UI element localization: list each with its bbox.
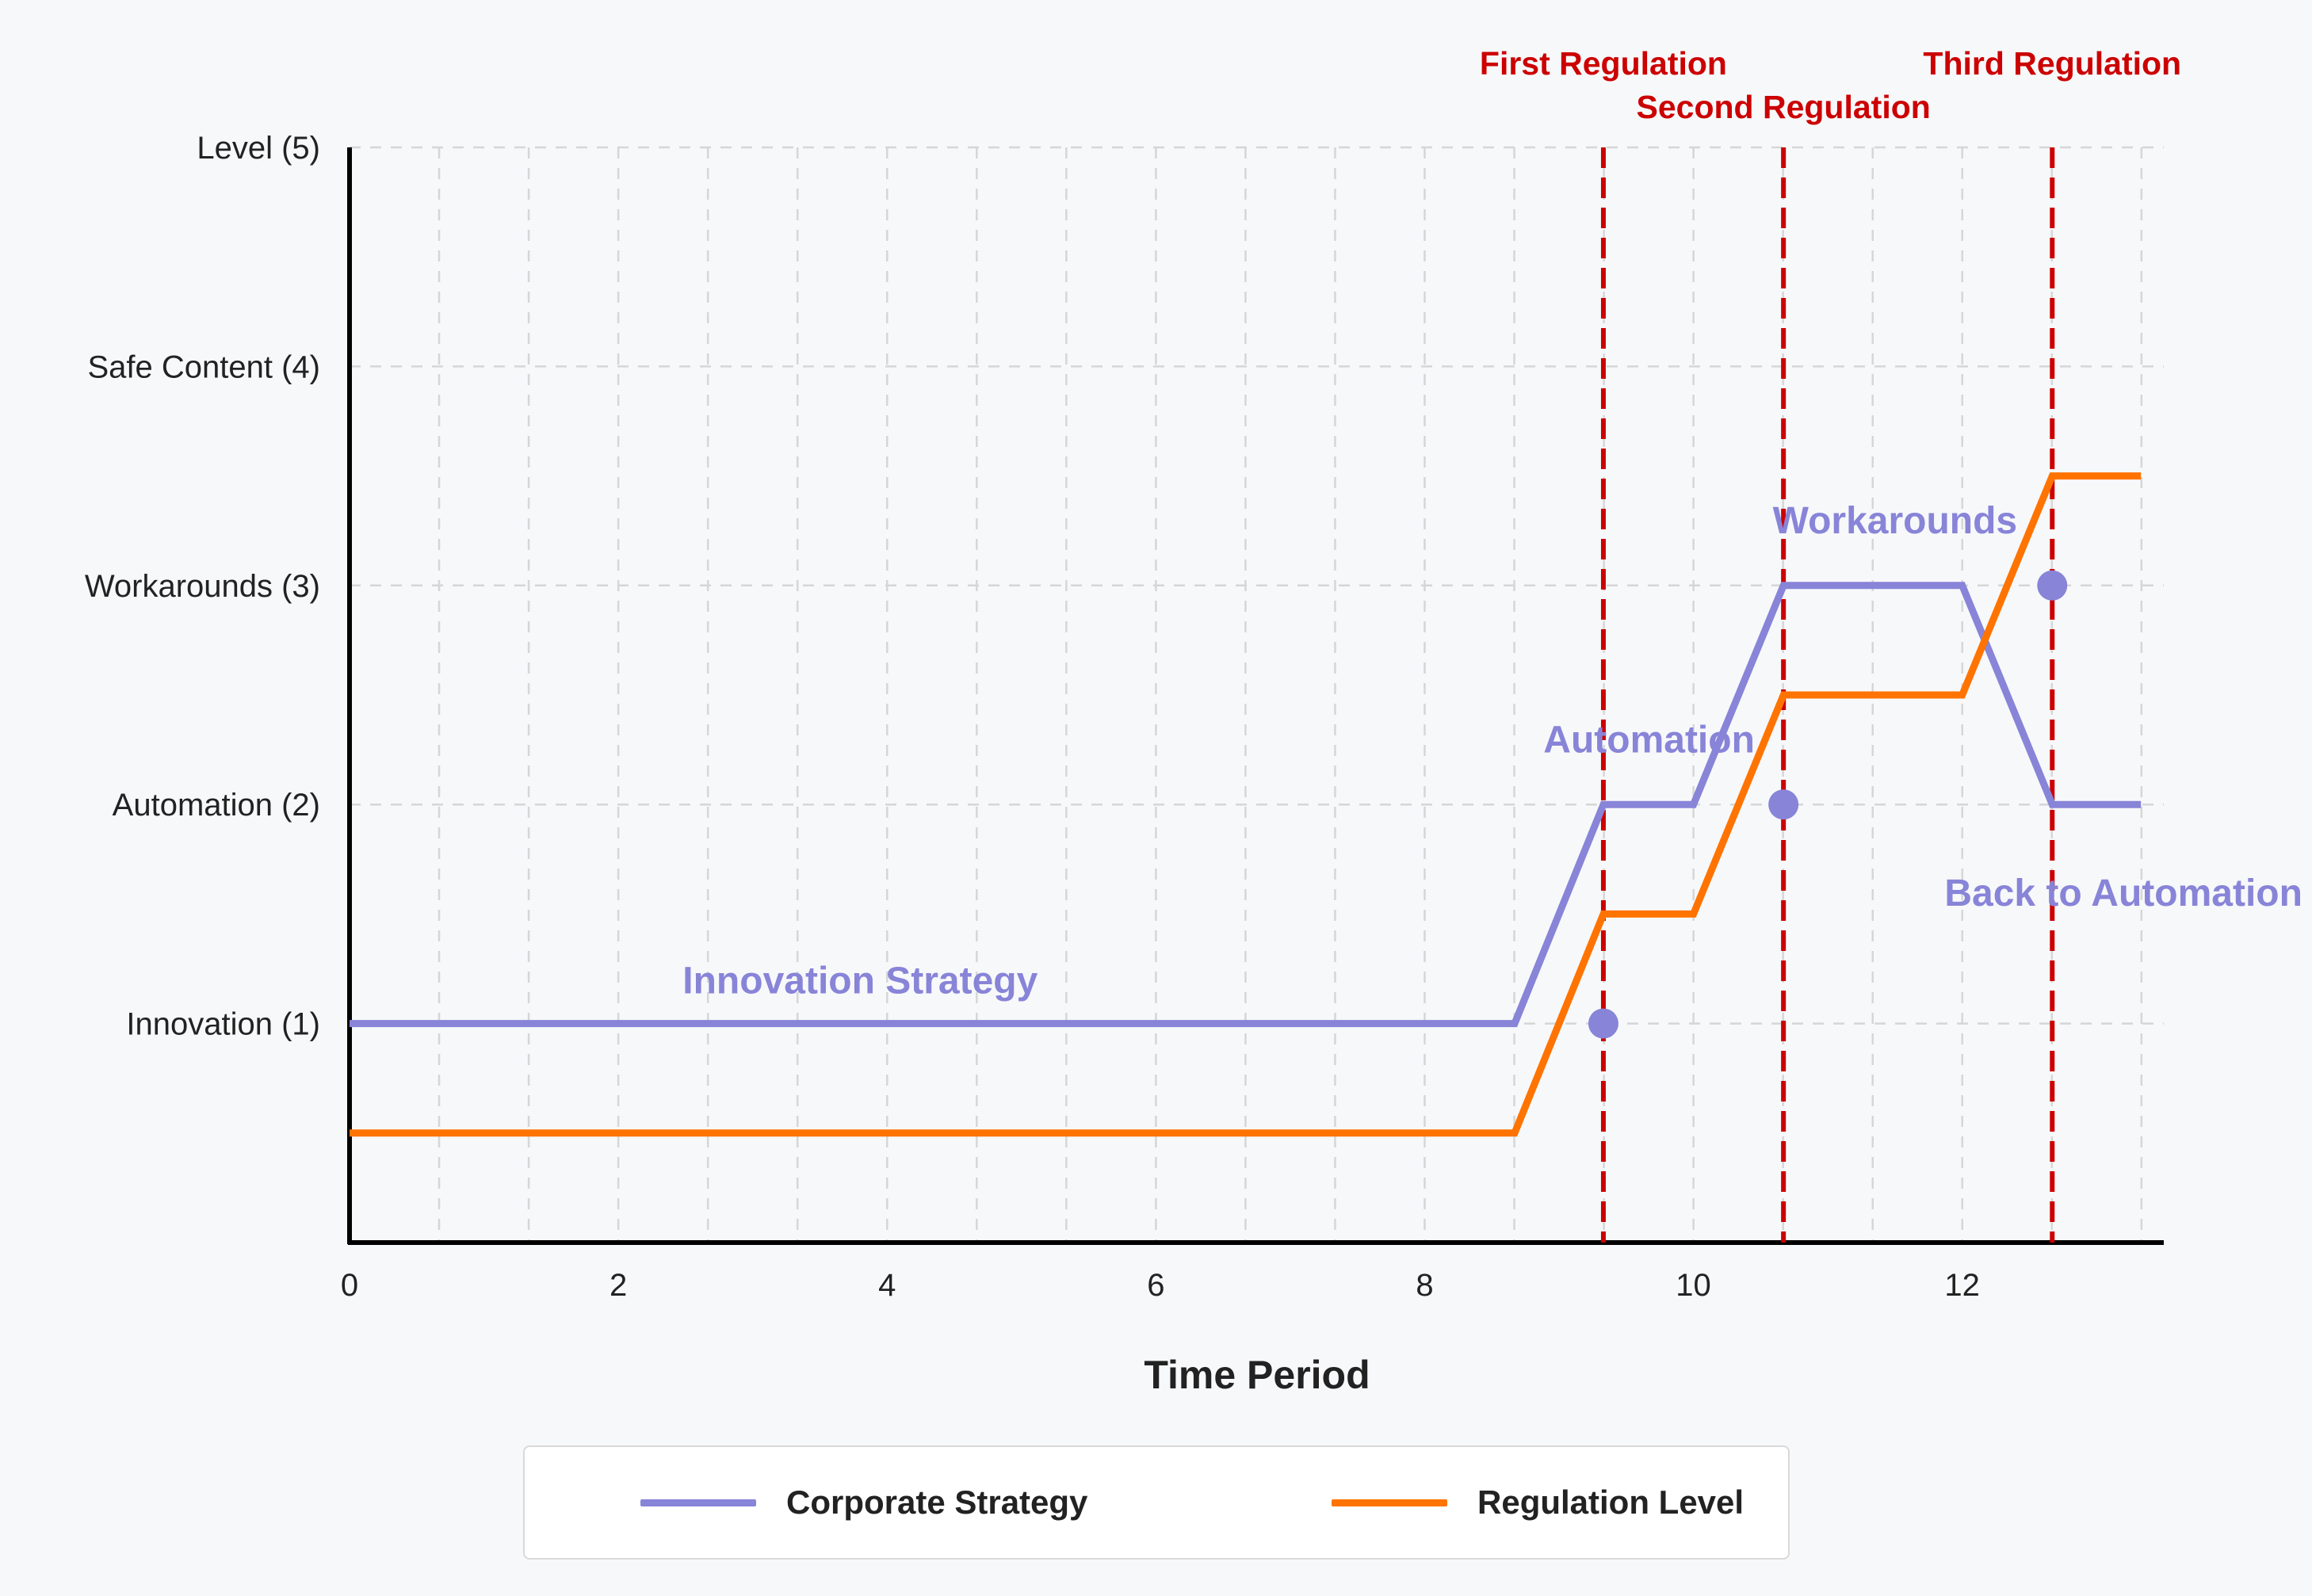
legend-item-regulation-level: Regulation Level bbox=[1332, 1447, 1744, 1558]
series-line-regulation-level bbox=[350, 472, 2142, 1137]
x-tick-label: 6 bbox=[1147, 1268, 1164, 1303]
annotation-label: Automation bbox=[1543, 719, 1755, 761]
legend-item-corporate-strategy: Corporate Strategy bbox=[640, 1447, 1087, 1558]
x-tick-label: 10 bbox=[1676, 1268, 1711, 1303]
series-lines bbox=[350, 472, 2142, 1137]
x-tick-label: 2 bbox=[610, 1268, 627, 1303]
x-tick-label: 12 bbox=[1944, 1268, 1980, 1303]
annotation-label: Workarounds bbox=[1773, 500, 2017, 542]
series-line-corporate-strategy bbox=[350, 582, 2142, 1028]
y-tick-label: Innovation (1) bbox=[126, 1007, 320, 1042]
labels: First Regulation Second Regulation Third R… bbox=[682, 45, 2302, 1002]
legend-label-regulation-level: Regulation Level bbox=[1477, 1483, 1745, 1521]
y-tick-label: Safe Content (4) bbox=[88, 349, 321, 384]
x-axis-title: Time Period bbox=[1144, 1353, 1370, 1397]
event-marker bbox=[1588, 1008, 1618, 1039]
event-marker bbox=[2037, 570, 2068, 601]
regulation-label: First Regulation bbox=[1480, 45, 1727, 82]
regulation-label: Third Regulation bbox=[1923, 45, 2181, 82]
y-tick-label: Workarounds (3) bbox=[85, 569, 320, 604]
annotation-label: Back to Automation bbox=[1944, 872, 2302, 914]
y-tick-label: Level (5) bbox=[197, 131, 320, 166]
legend: Corporate Strategy Regulation Level bbox=[523, 1445, 1790, 1560]
y-tick-label: Automation (2) bbox=[113, 788, 320, 823]
x-tick-label: 0 bbox=[341, 1268, 358, 1303]
axes: Innovation (1) Automation (2) Workarounds … bbox=[85, 131, 2164, 1303]
annotation-label: Innovation Strategy bbox=[682, 960, 1038, 1002]
markers bbox=[1588, 570, 2068, 1039]
x-tick-label: 4 bbox=[878, 1268, 896, 1303]
legend-label-corporate-strategy: Corporate Strategy bbox=[786, 1483, 1088, 1521]
legend-swatch-corporate-strategy bbox=[640, 1499, 756, 1506]
x-tick-label: 8 bbox=[1416, 1268, 1433, 1303]
event-marker bbox=[1768, 789, 1799, 820]
regulation-label: Second Regulation bbox=[1637, 89, 1931, 125]
legend-swatch-regulation-level bbox=[1332, 1499, 1447, 1506]
